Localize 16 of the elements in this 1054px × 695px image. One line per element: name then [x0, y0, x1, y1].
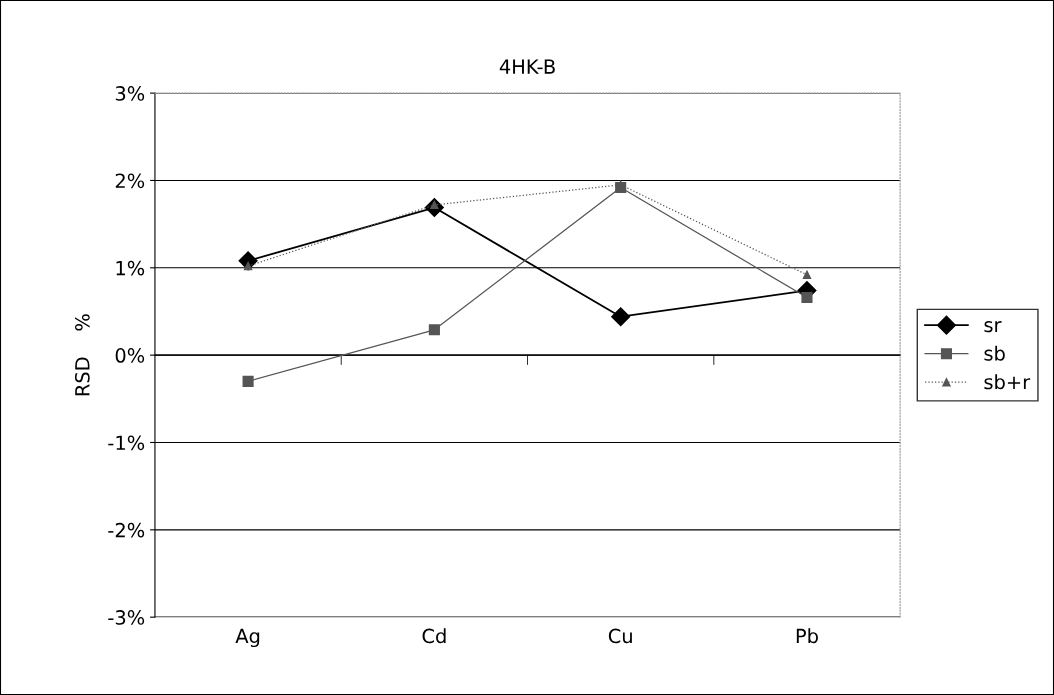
- x-tick-label: Pb: [796, 628, 818, 644]
- y-tick-label: 1%: [116, 260, 145, 276]
- x-tick-label: Cu: [608, 628, 632, 644]
- y-tick-label: -3%: [108, 610, 145, 625]
- legend-label: sr: [984, 321, 1002, 333]
- y-tick-label: -1%: [108, 435, 145, 451]
- legend-label: sb+r: [984, 374, 1031, 390]
- y-tick-label: -2%: [108, 522, 145, 538]
- chart-title: 4HK-B: [499, 59, 555, 74]
- legend-label: sb: [984, 345, 1005, 361]
- x-tick-label: Ag: [235, 628, 260, 648]
- y-tick-label: 2%: [115, 173, 145, 189]
- y-axis-title: RSD %: [74, 314, 90, 396]
- y-tick-label: 3%: [115, 86, 145, 101]
- x-tick-label: Cd: [422, 628, 446, 644]
- y-tick-label: 0%: [115, 348, 145, 363]
